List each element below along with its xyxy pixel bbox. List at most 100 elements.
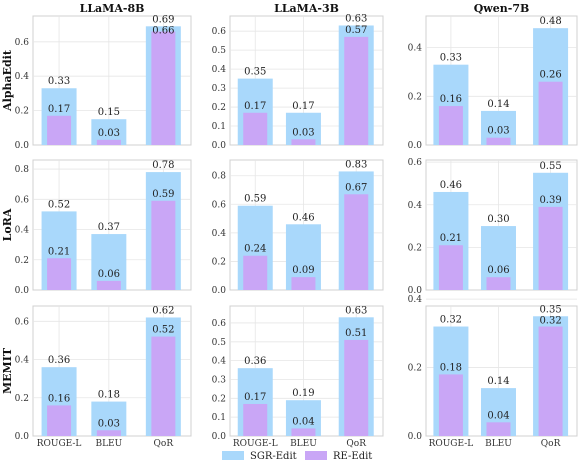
data-label-sgr-edit: 0.18 — [98, 390, 120, 401]
bar-re-edit — [344, 339, 369, 436]
bar-re-edit — [438, 374, 463, 436]
y-tick-label: 0.4 — [15, 356, 30, 366]
y-tick-label: 0.0 — [408, 141, 423, 151]
data-label-sgr-edit: 0.33 — [440, 53, 462, 64]
y-tick-label: 0.8 — [15, 165, 30, 175]
bar-re-edit — [291, 428, 316, 436]
legend-label-sgr-edit: SGR-Edit — [250, 451, 297, 462]
data-label-sgr-edit: 0.19 — [292, 388, 314, 399]
bar-re-edit — [151, 31, 176, 146]
y-tick-label: 0.2 — [15, 394, 29, 404]
data-label-re-edit: 0.39 — [539, 195, 561, 206]
bar-re-edit — [486, 277, 511, 290]
row-title-memit: MEMIT — [1, 347, 14, 394]
data-label-re-edit: 0.51 — [345, 328, 367, 339]
data-label-re-edit: 0.09 — [292, 265, 314, 276]
data-label-sgr-edit: 0.46 — [292, 212, 314, 223]
y-tick-label: 0.1 — [212, 122, 226, 132]
y-tick-label: 0.4 — [15, 72, 30, 82]
y-tick-label: 0.4 — [408, 295, 423, 305]
bar-re-edit — [96, 430, 121, 436]
data-label-re-edit: 0.32 — [539, 315, 561, 326]
data-label-sgr-edit: 0.14 — [487, 99, 509, 110]
bar-re-edit — [243, 255, 268, 290]
y-tick-label: 0.5 — [212, 338, 227, 348]
data-label-re-edit: 0.66 — [152, 25, 174, 36]
column-title-llama-8b: LLaMA-8B — [80, 2, 145, 15]
y-tick-label: 0.0 — [408, 286, 423, 296]
bar-re-edit — [151, 200, 176, 290]
y-tick-label: 0.0 — [212, 432, 227, 442]
y-tick-label: 0.4 — [212, 357, 227, 367]
y-tick-label: 0.1 — [212, 413, 226, 423]
row-title-alphaedit: AlphaEdit — [1, 49, 14, 112]
y-tick-label: 0.4 — [408, 201, 423, 211]
data-label-sgr-edit: 0.83 — [345, 159, 367, 170]
y-tick-label: 0.4 — [408, 44, 423, 54]
y-tick-label: 0.3 — [212, 84, 227, 94]
bar-re-edit — [243, 112, 268, 145]
data-label-re-edit: 0.17 — [244, 101, 266, 112]
data-label-re-edit: 0.06 — [487, 265, 509, 276]
x-tick-label-bleu: BLEU — [95, 439, 122, 449]
data-label-re-edit: 0.57 — [345, 25, 367, 36]
bar-re-edit — [486, 422, 511, 436]
data-label-re-edit: 0.04 — [487, 410, 509, 421]
y-tick-label: 0.8 — [212, 172, 227, 182]
data-label-sgr-edit: 0.48 — [539, 16, 561, 27]
x-tick-label-rouge-l: ROUGE-L — [233, 439, 278, 449]
data-label-re-edit: 0.03 — [292, 127, 314, 138]
data-label-re-edit: 0.16 — [48, 393, 70, 404]
bar-re-edit — [96, 139, 121, 145]
data-label-sgr-edit: 0.14 — [487, 376, 509, 387]
x-tick-label-qor: QoR — [346, 439, 366, 449]
y-tick-label: 0.6 — [15, 38, 30, 48]
bar-re-edit — [344, 194, 369, 290]
data-label-sgr-edit: 0.36 — [48, 355, 70, 366]
data-label-sgr-edit: 0.17 — [292, 101, 314, 112]
y-tick-label: 0.0 — [408, 432, 423, 442]
data-label-sgr-edit: 0.55 — [539, 161, 561, 172]
legend-swatch-sgr-edit — [222, 451, 244, 460]
x-tick-label-bleu: BLEU — [290, 439, 317, 449]
y-tick-label: 0.6 — [212, 200, 227, 210]
y-tick-label: 0.6 — [408, 158, 423, 168]
y-tick-label: 0.0 — [15, 286, 30, 296]
y-tick-label: 0.0 — [212, 141, 227, 151]
data-label-re-edit: 0.26 — [539, 70, 561, 81]
legend-swatch-re-edit — [305, 451, 327, 460]
bar-re-edit — [47, 405, 72, 436]
x-tick-label-rouge-l: ROUGE-L — [37, 439, 82, 449]
y-tick-label: 0.2 — [408, 243, 422, 253]
data-label-sgr-edit: 0.33 — [48, 76, 70, 87]
bar-re-edit — [438, 245, 463, 290]
row-title-lora: LoRA — [1, 208, 14, 241]
data-label-re-edit: 0.24 — [244, 244, 266, 255]
data-label-sgr-edit: 0.35 — [539, 304, 561, 315]
bar-re-edit — [291, 277, 316, 290]
data-label-sgr-edit: 0.32 — [440, 315, 462, 326]
data-label-re-edit: 0.03 — [487, 126, 509, 137]
data-label-sgr-edit: 0.69 — [152, 14, 174, 25]
y-tick-label: 0.2 — [15, 107, 29, 117]
bar-re-edit — [486, 137, 511, 145]
x-tick-label-bleu: BLEU — [485, 439, 512, 449]
data-label-sgr-edit: 0.37 — [98, 222, 120, 233]
column-title-llama-3b: LLaMA-3B — [274, 2, 339, 15]
y-tick-label: 0.6 — [15, 317, 30, 327]
y-tick-label: 0.2 — [212, 257, 226, 267]
bar-re-edit — [96, 280, 121, 290]
y-tick-label: 0.4 — [212, 65, 227, 75]
x-tick-label-qor: QoR — [154, 439, 174, 449]
column-title-qwen-7b: Qwen-7B — [474, 2, 530, 15]
data-label-re-edit: 0.03 — [98, 418, 120, 429]
x-tick-label-qor: QoR — [541, 439, 561, 449]
bar-re-edit — [151, 336, 176, 436]
y-tick-label: 0.0 — [15, 432, 30, 442]
bar-re-edit — [344, 36, 369, 145]
data-label-re-edit: 0.03 — [98, 128, 120, 139]
bar-sgr-edit — [91, 234, 127, 290]
y-tick-label: 0.2 — [212, 103, 226, 113]
bar-re-edit — [538, 206, 563, 290]
